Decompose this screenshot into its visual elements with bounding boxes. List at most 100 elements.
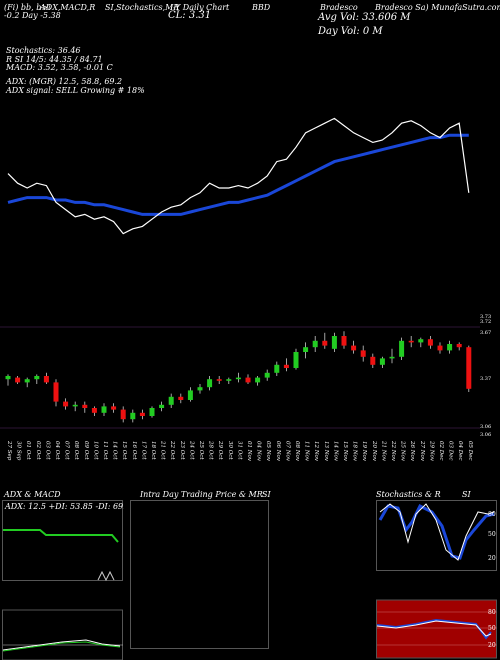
date-label: 11 Oct [102,441,108,460]
price-axis-label: 3.72 [480,319,491,325]
date-label: 12 Nov [313,441,319,462]
date-label: 07 Oct [64,441,70,460]
stoch-d-line [379,503,495,561]
macd-signal-line [2,641,121,652]
up-candle [5,376,11,380]
date-label: 02 Dec [438,441,444,461]
macd-line [2,639,121,651]
up-candle [149,408,155,416]
stoch-rsi-title-right: SI [462,490,471,499]
date-label: 27 Sep [6,440,12,461]
down-candle [139,412,145,416]
date-label: 08 Oct [73,441,79,460]
price-line [7,117,470,235]
header-indicators-label: ADX,MACD,R [40,3,96,12]
date-label: 28 Oct [208,440,214,460]
date-label: 09 Oct [83,441,89,460]
up-candle [264,372,270,378]
down-candle [15,377,21,383]
date-label: 29 Oct [217,440,223,460]
down-candle [322,340,328,346]
date-label: 17 Oct [140,441,146,460]
adx-line [3,529,119,543]
down-candle [82,404,88,408]
date-label: 07 Nov [284,441,290,462]
stoch-tick-20: 20 [488,555,496,562]
ticker-symbol: BBD [252,3,271,12]
up-candle [399,340,405,357]
macd-stat: MACD: 3.52, 3.58, -0.01 C [6,63,113,72]
up-candle [389,356,395,359]
date-label: 13 Nov [323,441,329,462]
date-label: 31 Oct [236,441,242,460]
up-candle [187,390,193,400]
down-candle [351,345,357,351]
average-line [7,133,469,216]
date-label: 01 Nov [246,441,252,462]
up-candle [24,379,30,383]
stoch-tick-50: 50 [488,531,496,538]
date-label: 19 Nov [361,441,367,462]
date-label: 25 Oct [198,440,204,460]
price-axis-label: 3.73 [480,314,491,320]
rsi-tick-20: 20 [488,642,496,649]
up-candle [101,406,107,413]
down-candle [360,350,366,357]
stoch-rsi-title: Stochastics & R [376,490,441,499]
down-candle [370,356,376,365]
date-label: 18 Nov [352,441,358,462]
header-stoch-label: SI,Stochastics,MR [105,3,180,12]
date-label: 05 Dec [467,441,473,461]
date-label: 03 Oct [44,441,50,460]
intraday-title: Intra Day Trading Price & MR [140,490,263,499]
up-candle [168,396,174,405]
rsi-line [376,618,492,640]
close-price: CL: 3.31 [168,10,212,21]
date-label: 06 Nov [275,441,281,462]
up-candle [207,379,213,388]
day-volume: Day Vol: 0 M [318,26,383,37]
up-candle [331,336,337,349]
down-candle [63,401,69,407]
up-candle [312,340,318,348]
up-candle [226,379,232,381]
up-candle [418,339,424,343]
up-candle [303,347,309,352]
adx-panel-frame [2,500,123,581]
date-label: 26 Nov [409,440,415,462]
up-candle [235,377,241,380]
adx-signal-stat: ADX signal: SELL Growing # 18% [6,86,145,95]
date-label: 27 Nov [419,440,425,462]
adx-small-line [97,570,115,582]
intraday-frame [130,500,269,649]
up-candle [447,344,453,351]
date-label: 21 Nov [380,440,386,462]
date-label: 15 Nov [342,441,348,462]
date-label: 08 Nov [294,441,300,462]
down-candle [283,364,289,368]
rsi-tick-80: 80 [488,609,496,616]
up-candle [72,404,78,407]
date-label: 24 Oct [188,440,194,460]
date-label: 29 Nov [428,440,434,462]
date-label: 30 Sep [16,441,22,461]
stoch-panel-frame [376,500,497,571]
up-candle [379,358,385,365]
date-label: 04 Dec [457,441,463,461]
macd-panel-frame [2,609,123,660]
intraday-title-right: SI [262,490,271,499]
up-candle [159,404,165,408]
date-label: 01 Oct [25,441,31,460]
header-company-label: Bradesco [320,3,358,12]
date-label: 25 Nov [400,440,406,462]
down-candle [427,339,433,346]
down-candle [437,345,443,351]
stochastics-stat: Stochastics: 36.46 [6,46,81,55]
date-label: 11 Nov [304,441,310,462]
header-daily-label: I-Y Daily Chart [170,3,230,12]
adx-stat: ADX: (MGR) 12.5, 58.8, 69.2 [6,77,123,86]
down-candle [466,347,472,389]
up-candle [274,364,280,373]
up-candle [130,412,136,420]
date-label: 02 Oct [35,441,41,460]
